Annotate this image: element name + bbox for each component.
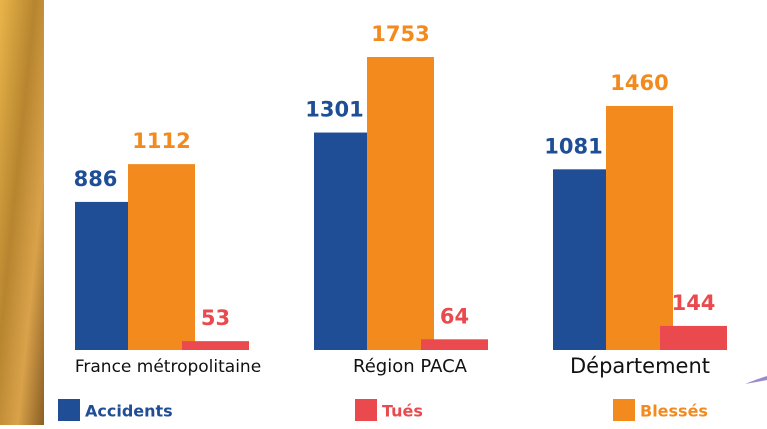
bar: [660, 326, 727, 350]
legend-swatch: [613, 399, 635, 421]
background-image: [0, 0, 44, 425]
bar: [367, 57, 434, 350]
bar: [606, 106, 673, 350]
page: {"chart_data": {"type": "bar", "categori…: [0, 0, 767, 425]
legend-swatch: [58, 399, 80, 421]
value-label: 144: [672, 291, 716, 315]
value-label: 64: [440, 304, 469, 328]
value-label: 1112: [132, 129, 190, 153]
chart: 886 1112 53 France métropolitaine 1301 1753 64…: [0, 0, 767, 425]
x-tick-label: Région PACA: [353, 356, 468, 377]
decoration: [745, 376, 767, 384]
legend-label: Tués: [382, 402, 423, 421]
bar: [128, 164, 195, 350]
value-label: 1301: [305, 98, 363, 122]
value-label: 53: [201, 306, 230, 330]
value-label: 886: [74, 167, 118, 191]
bar: [75, 202, 128, 350]
bar: [553, 169, 606, 350]
value-label: 1081: [544, 134, 602, 158]
x-tick-label: Département: [570, 354, 710, 378]
legend-label: Blessés: [640, 402, 708, 421]
value-label: 1460: [610, 71, 668, 95]
value-label: 1753: [371, 22, 429, 46]
legend-label: Accidents: [85, 402, 173, 421]
bar: [314, 133, 367, 350]
bar: [182, 341, 249, 350]
x-tick-label: France métropolitaine: [75, 357, 261, 377]
bar: [421, 339, 488, 350]
legend-swatch: [355, 399, 377, 421]
